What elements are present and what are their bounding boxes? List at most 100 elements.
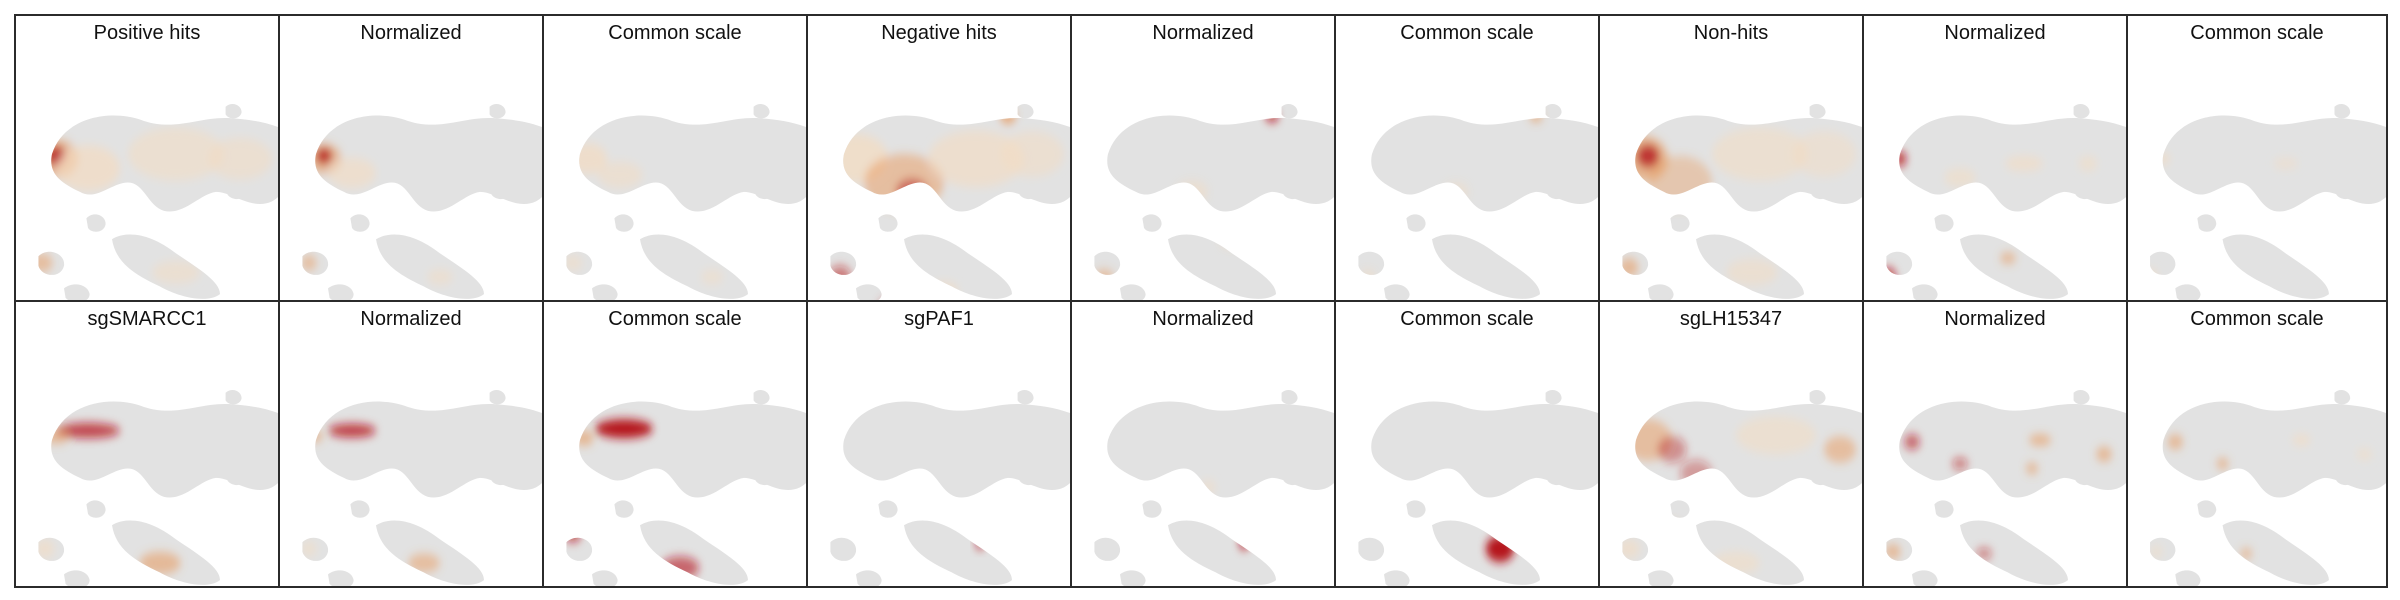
density-hotspot	[1736, 416, 1816, 455]
cell-cluster	[1432, 520, 1540, 585]
density-hotspot	[1824, 436, 1856, 463]
cell-cluster	[579, 115, 806, 212]
umap-density-plot	[2150, 104, 2386, 300]
density-panel: Non-hits	[1598, 14, 1864, 302]
cell-cluster	[489, 464, 512, 486]
cell-cluster	[2162, 401, 2386, 498]
cell-cluster	[1960, 520, 2068, 585]
density-hotspot	[1648, 155, 1712, 209]
density-hotspot	[2167, 434, 2184, 450]
cell-cluster	[1406, 214, 1426, 232]
density-hotspot	[700, 269, 724, 285]
umap-density-plot	[830, 390, 1070, 586]
cell-cluster	[1545, 390, 1562, 405]
density-panel: Normalized	[1862, 14, 2128, 302]
density-hotspot	[2150, 546, 2163, 558]
density-hotspot	[1622, 258, 1639, 278]
density-hotspot	[1176, 180, 1208, 204]
density-hotspot	[208, 137, 272, 180]
cell-cluster	[1696, 520, 1804, 585]
density-hotspot	[1529, 110, 1543, 122]
cell-cluster	[1468, 587, 1496, 588]
cell-cluster	[566, 537, 593, 561]
umap-density-plot	[566, 390, 806, 586]
cell-cluster	[1204, 587, 1232, 588]
density-panel: Common scale	[2126, 300, 2388, 588]
umap-density-plot	[830, 104, 1070, 300]
density-hotspot	[1886, 544, 1901, 560]
cell-cluster	[1120, 570, 1146, 586]
cell-cluster	[1168, 520, 1276, 585]
cell-cluster	[148, 587, 176, 588]
density-panel: Common scale	[1334, 300, 1600, 588]
panel-title: Common scale	[1400, 22, 1534, 44]
cell-cluster	[1358, 251, 1385, 275]
cell-cluster	[225, 178, 248, 200]
cell-cluster	[1899, 401, 2126, 498]
cell-cluster	[904, 520, 1012, 585]
cell-cluster	[2197, 214, 2217, 232]
density-panel: Common scale	[2126, 14, 2388, 302]
cell-cluster	[1017, 390, 1034, 405]
cell-cluster	[830, 537, 857, 561]
cell-cluster	[1281, 104, 1298, 119]
density-hotspot	[1485, 535, 1515, 563]
cell-cluster	[225, 104, 242, 119]
cell-cluster	[412, 587, 440, 588]
cell-cluster	[64, 570, 90, 586]
cell-cluster	[489, 390, 506, 405]
density-hotspot	[929, 281, 959, 300]
cell-cluster	[1648, 570, 1674, 586]
density-hotspot	[1944, 168, 1976, 188]
cell-cluster	[1809, 178, 1832, 200]
cell-cluster	[86, 214, 106, 232]
cell-cluster	[350, 214, 370, 232]
density-hotspot	[1622, 539, 1641, 559]
cell-cluster	[1358, 537, 1385, 561]
cell-cluster	[1732, 587, 1760, 588]
density-hotspot	[2239, 547, 2253, 560]
cell-cluster	[1545, 104, 1562, 119]
panel-title: Negative hits	[881, 22, 997, 44]
cell-cluster	[2334, 178, 2357, 200]
density-hotspot	[139, 551, 181, 575]
cell-cluster	[225, 464, 248, 486]
cell-cluster	[350, 500, 370, 518]
density-hotspot	[2150, 269, 2158, 285]
cell-cluster	[904, 234, 1012, 299]
density-hotspot	[152, 260, 200, 284]
cell-cluster	[2334, 390, 2351, 405]
cell-cluster	[2150, 251, 2176, 275]
umap-density-plot	[1886, 390, 2126, 586]
cell-cluster	[856, 570, 882, 586]
panel-title: Normalized	[1944, 22, 2046, 44]
density-hotspot	[38, 253, 53, 273]
density-hotspot	[566, 255, 583, 271]
panel-title: sgSMARCC1	[87, 308, 207, 330]
density-hotspot	[1904, 434, 1920, 450]
umap-density-plot	[1622, 104, 1862, 300]
cell-cluster	[1960, 234, 2068, 299]
cell-cluster	[489, 178, 512, 200]
cell-cluster	[1809, 464, 1832, 486]
cell-cluster	[614, 214, 634, 232]
cell-cluster	[1094, 537, 1121, 561]
density-hotspot	[830, 265, 852, 289]
cell-cluster	[2073, 390, 2090, 405]
density-hotspot	[328, 157, 376, 189]
density-hotspot	[1443, 182, 1469, 202]
cell-cluster	[1406, 500, 1426, 518]
density-panel: Normalized	[278, 300, 544, 588]
density-hotspot	[1952, 458, 1968, 470]
cell-cluster	[592, 570, 618, 586]
density-hotspot	[1360, 269, 1376, 285]
cell-cluster	[1912, 570, 1938, 586]
cell-cluster	[856, 284, 882, 300]
umap-density-plot	[38, 390, 278, 588]
cell-cluster	[640, 234, 748, 299]
density-hotspot	[1712, 551, 1760, 575]
cell-cluster	[2073, 178, 2096, 200]
cell-cluster	[1934, 214, 1954, 232]
cell-cluster	[843, 401, 1070, 498]
cell-cluster	[2175, 570, 2201, 586]
